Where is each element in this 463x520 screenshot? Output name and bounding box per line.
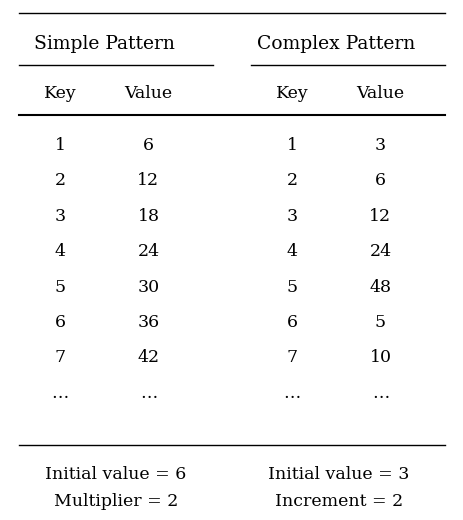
Text: 1: 1 xyxy=(55,137,66,154)
Text: 5: 5 xyxy=(374,314,385,331)
Text: Initial value = 3: Initial value = 3 xyxy=(268,466,408,483)
Text: …: … xyxy=(51,385,69,401)
Text: …: … xyxy=(371,385,388,401)
Text: 6: 6 xyxy=(143,137,154,154)
Text: 6: 6 xyxy=(374,173,385,189)
Text: 5: 5 xyxy=(55,279,66,295)
Text: 4: 4 xyxy=(286,243,297,260)
Text: 6: 6 xyxy=(55,314,66,331)
Text: 7: 7 xyxy=(55,349,66,366)
Text: Key: Key xyxy=(44,85,76,102)
Text: 36: 36 xyxy=(137,314,159,331)
Text: …: … xyxy=(139,385,157,401)
Text: Initial value = 6: Initial value = 6 xyxy=(45,466,186,483)
Text: Increment = 2: Increment = 2 xyxy=(274,493,402,510)
Text: 4: 4 xyxy=(55,243,66,260)
Text: 1: 1 xyxy=(286,137,297,154)
Text: 24: 24 xyxy=(369,243,391,260)
Text: 42: 42 xyxy=(137,349,159,366)
Text: Value: Value xyxy=(356,85,404,102)
Text: 24: 24 xyxy=(137,243,159,260)
Text: 6: 6 xyxy=(286,314,297,331)
Text: 3: 3 xyxy=(286,208,297,225)
Text: 7: 7 xyxy=(286,349,297,366)
Text: 12: 12 xyxy=(137,173,159,189)
Text: 3: 3 xyxy=(55,208,66,225)
Text: Key: Key xyxy=(275,85,308,102)
Text: 30: 30 xyxy=(137,279,159,295)
Text: 2: 2 xyxy=(286,173,297,189)
Text: 10: 10 xyxy=(369,349,391,366)
Text: Complex Pattern: Complex Pattern xyxy=(257,35,415,53)
Text: Simple Pattern: Simple Pattern xyxy=(34,35,175,53)
Text: 5: 5 xyxy=(286,279,297,295)
Text: 2: 2 xyxy=(55,173,66,189)
Text: …: … xyxy=(283,385,300,401)
Text: 3: 3 xyxy=(374,137,385,154)
Text: 48: 48 xyxy=(369,279,391,295)
Text: 12: 12 xyxy=(369,208,391,225)
Text: Value: Value xyxy=(124,85,172,102)
Text: Multiplier = 2: Multiplier = 2 xyxy=(54,493,178,510)
Text: 18: 18 xyxy=(137,208,159,225)
